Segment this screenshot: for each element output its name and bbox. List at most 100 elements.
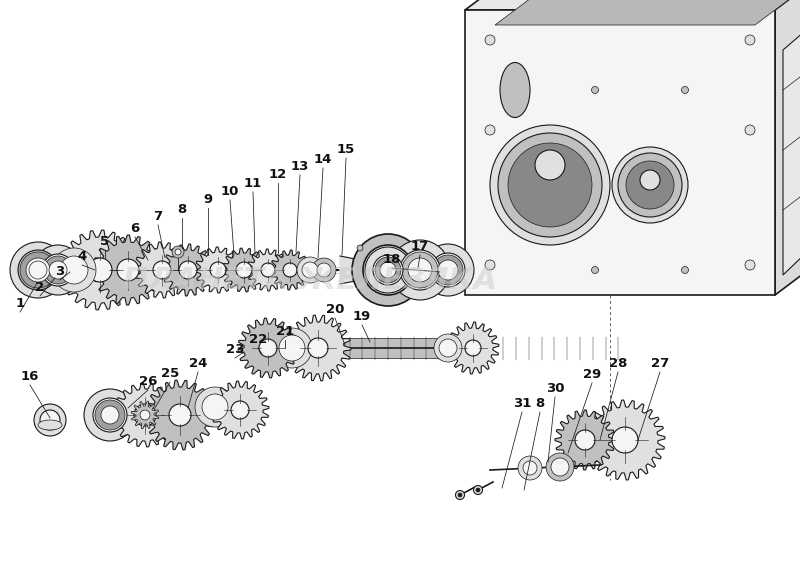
Circle shape bbox=[261, 263, 275, 277]
Text: 14: 14 bbox=[314, 153, 332, 166]
Circle shape bbox=[312, 258, 336, 282]
Circle shape bbox=[60, 256, 88, 284]
Text: 10: 10 bbox=[221, 185, 239, 198]
Circle shape bbox=[434, 334, 462, 362]
Polygon shape bbox=[162, 244, 214, 296]
Circle shape bbox=[134, 404, 156, 426]
Circle shape bbox=[210, 262, 226, 278]
Text: 18: 18 bbox=[383, 253, 401, 266]
Circle shape bbox=[202, 394, 228, 420]
Circle shape bbox=[523, 461, 537, 475]
Circle shape bbox=[259, 339, 277, 357]
Text: 17: 17 bbox=[411, 240, 429, 253]
Circle shape bbox=[390, 240, 450, 300]
Text: 13: 13 bbox=[291, 160, 309, 173]
Polygon shape bbox=[270, 250, 310, 290]
Polygon shape bbox=[131, 401, 159, 429]
Polygon shape bbox=[211, 381, 269, 439]
Text: 11: 11 bbox=[244, 177, 262, 190]
Polygon shape bbox=[247, 249, 289, 291]
Circle shape bbox=[172, 246, 184, 258]
Polygon shape bbox=[585, 400, 665, 480]
Circle shape bbox=[195, 387, 235, 427]
Circle shape bbox=[535, 150, 565, 180]
Circle shape bbox=[682, 86, 689, 93]
Circle shape bbox=[352, 234, 424, 306]
Text: 3: 3 bbox=[55, 265, 65, 278]
Polygon shape bbox=[465, 0, 800, 10]
Circle shape bbox=[591, 86, 598, 93]
Circle shape bbox=[20, 252, 56, 288]
Circle shape bbox=[408, 258, 432, 282]
Circle shape bbox=[10, 242, 66, 298]
Circle shape bbox=[745, 260, 755, 270]
Circle shape bbox=[42, 254, 74, 286]
Text: 31: 31 bbox=[513, 397, 531, 410]
Circle shape bbox=[485, 125, 495, 135]
Circle shape bbox=[498, 133, 602, 237]
Polygon shape bbox=[222, 248, 266, 292]
Text: 8: 8 bbox=[535, 397, 545, 410]
Circle shape bbox=[373, 255, 403, 285]
Circle shape bbox=[117, 259, 139, 281]
Text: 24: 24 bbox=[189, 357, 207, 370]
Text: 5: 5 bbox=[101, 235, 110, 248]
Text: 29: 29 bbox=[583, 368, 601, 381]
Circle shape bbox=[49, 261, 67, 279]
Text: ПЛАНЕТА ЖЕЛЕЗЯКА: ПЛАНЕТА ЖЕЛЕЗЯКА bbox=[123, 266, 497, 295]
Text: 27: 27 bbox=[651, 357, 669, 370]
Circle shape bbox=[84, 389, 136, 441]
Polygon shape bbox=[495, 0, 797, 25]
Circle shape bbox=[612, 147, 688, 223]
Text: 20: 20 bbox=[326, 303, 344, 316]
Text: 22: 22 bbox=[249, 333, 267, 346]
Circle shape bbox=[236, 262, 252, 278]
Text: 8: 8 bbox=[178, 203, 186, 216]
Circle shape bbox=[26, 258, 50, 282]
Circle shape bbox=[438, 260, 458, 280]
Circle shape bbox=[283, 263, 297, 277]
Circle shape bbox=[575, 430, 595, 450]
Text: 21: 21 bbox=[276, 325, 294, 338]
Circle shape bbox=[455, 490, 465, 500]
Circle shape bbox=[153, 261, 171, 279]
Circle shape bbox=[279, 335, 305, 361]
Circle shape bbox=[179, 261, 197, 279]
Circle shape bbox=[476, 488, 480, 492]
Circle shape bbox=[612, 427, 638, 453]
Polygon shape bbox=[775, 0, 800, 295]
Ellipse shape bbox=[500, 63, 530, 118]
Circle shape bbox=[431, 253, 465, 287]
Circle shape bbox=[297, 257, 323, 283]
Circle shape bbox=[439, 339, 457, 357]
Circle shape bbox=[365, 247, 411, 293]
Circle shape bbox=[380, 262, 396, 278]
Polygon shape bbox=[113, 383, 177, 447]
Circle shape bbox=[546, 453, 574, 481]
Circle shape bbox=[485, 260, 495, 270]
Circle shape bbox=[363, 245, 413, 295]
Polygon shape bbox=[195, 247, 241, 293]
Circle shape bbox=[175, 249, 181, 255]
Bar bbox=[465, 10, 775, 295]
Circle shape bbox=[302, 262, 318, 278]
Polygon shape bbox=[134, 242, 190, 298]
Text: 12: 12 bbox=[269, 168, 287, 181]
Circle shape bbox=[33, 245, 83, 295]
Polygon shape bbox=[783, 10, 800, 275]
Circle shape bbox=[422, 244, 474, 296]
Circle shape bbox=[140, 410, 150, 420]
Circle shape bbox=[458, 493, 462, 497]
Text: 26: 26 bbox=[139, 375, 157, 388]
Circle shape bbox=[29, 261, 47, 279]
Polygon shape bbox=[93, 235, 163, 305]
Polygon shape bbox=[145, 380, 215, 450]
Polygon shape bbox=[555, 410, 615, 470]
Bar bbox=[308, 338, 468, 358]
Text: 4: 4 bbox=[78, 250, 86, 263]
Text: 1: 1 bbox=[15, 297, 25, 310]
Circle shape bbox=[40, 410, 60, 430]
Circle shape bbox=[433, 255, 463, 285]
Circle shape bbox=[169, 404, 191, 426]
Circle shape bbox=[308, 338, 328, 358]
